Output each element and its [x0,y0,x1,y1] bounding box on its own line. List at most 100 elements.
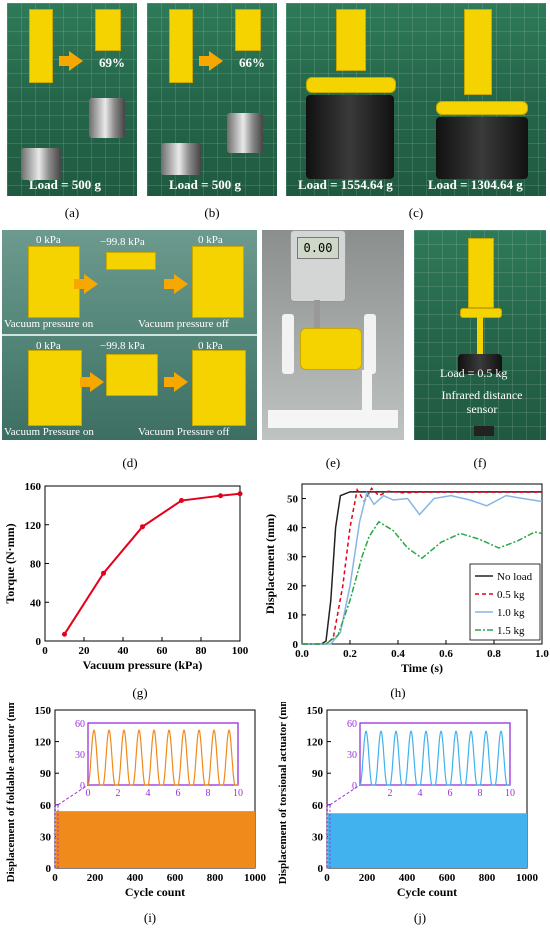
pressure-label: −99.8 kPa [100,340,145,352]
y-tick-label: 120 [35,737,52,749]
x-tick-label: 0 [52,872,58,884]
y-tick-label: 30 [312,831,324,843]
plot-frame [301,483,543,645]
sensor-label: Infrared distance sensor [441,388,523,416]
y-tick-label: 10 [287,610,299,622]
inset-signal [359,730,510,786]
actuator [336,9,366,71]
label-a: (a) [64,205,80,220]
inset-x-tick-label: 2 [116,788,121,799]
pressure-label: −99.8 kPa [100,236,145,248]
weight-stack [306,95,394,179]
inset-x-tick-label: 8 [478,788,483,799]
load-label: Load = 1554.64 g [298,177,393,192]
x-tick-label: 800 [479,872,496,884]
series-line [302,520,543,645]
zoom-marker [54,804,59,869]
legend-label: 1.5 kg [497,625,525,637]
x-tick-label: 0.0 [295,648,309,660]
x-axis-label: Time (s) [401,661,443,675]
pressure-label: 0 kPa [36,340,61,352]
inset-frame [87,722,239,786]
y-tick-label: 30 [40,831,52,843]
photo-a: 69% Load = 500 g [7,3,137,196]
label-h: (h) [390,685,406,700]
y-tick-label: 0 [46,863,52,875]
y-axis-label: Displacement of foldable actuator (mm) [5,702,17,882]
weight [458,354,502,374]
x-tick-label: 800 [207,872,224,884]
label-e: (e) [325,455,341,470]
x-tick-label: 200 [359,872,376,884]
x-tick-label: 1.0 [535,648,549,660]
torque-point [237,491,243,497]
inset-x-tick-label: 8 [206,788,211,799]
photo-b: 66% Load = 500 g [147,3,277,196]
y-tick-label: 60 [40,800,52,812]
inset-x-tick-label: 6 [176,788,181,799]
y-tick-label: 50 [287,494,299,506]
series-line [302,491,542,645]
actuator [28,350,82,426]
arrow-icon [164,372,188,392]
state-label: Vacuum Pressure on [4,426,94,438]
cycle-band [328,813,527,868]
load-label: Load = 1304.64 g [428,177,523,192]
y-tick-label: 0 [36,636,42,648]
x-axis-label: Vacuum pressure (kPa) [83,658,203,672]
arrow-icon [80,372,104,392]
actuator [235,9,261,51]
chart-h: 0.0 0.2 0.4 0.6 0.8 1.0 0 10 20 30 40 50 Time (s) Dis… [263,483,549,675]
force-gauge: 0.00 [290,230,346,302]
photo-c: Load = 1554.64 g Load = 1304.64 g [286,3,546,196]
inset-y-tick-label: 30 [75,750,85,761]
actuator [464,9,492,95]
x-tick-label: 0.6 [439,648,453,660]
actuator [192,350,246,426]
y-tick-label: 20 [287,581,299,593]
photo-d: 0 kPa −99.8 kPa 0 kPa Vacuum pressure on… [2,230,257,440]
inset-x-tick-label: 2 [388,788,393,799]
arrow-icon [59,51,83,71]
y-tick-label: 120 [307,737,324,749]
sensor [474,426,494,436]
plate [306,77,396,93]
torque-point [218,493,223,499]
legend-label: No load [497,571,533,583]
y-tick-label: 120 [25,520,42,532]
pressure-label: 0 kPa [36,234,61,246]
stand [268,410,398,428]
y-tick-label: 150 [307,705,324,717]
label-i: (i) [143,910,157,925]
pressure-label: 0 kPa [198,340,223,352]
torque-point [101,570,106,576]
arrow-icon [164,274,188,294]
gauge-display: 0.00 [297,237,339,259]
label-f: (f) [473,455,487,470]
actuator [95,9,121,51]
arrow-icon [74,274,98,294]
x-tick-label: 0 [324,872,330,884]
weight [161,143,201,175]
x-tick-label: 400 [399,872,416,884]
chart-g: 0 20 40 60 80 100 0 40 80 120 160 Vacuum pressure (… [3,481,249,672]
plate [436,101,528,115]
y-tick-label: 60 [312,800,324,812]
photo-f: Load = 0.5 kg Infrared distance sensor [414,230,546,440]
torque-point [179,498,184,504]
y-tick-label: 90 [312,768,324,780]
x-tick-label: 600 [439,872,456,884]
y-tick-label: 80 [30,559,42,571]
x-axis-label: Cycle count [397,885,457,899]
x-tick-label: 1000 [516,872,539,884]
actuator [29,9,53,83]
photo-e: 0.00 [262,230,404,440]
stand [362,370,372,412]
x-tick-label: 400 [127,872,144,884]
label-b: (b) [204,205,220,220]
inset-x-tick-label: 4 [418,788,423,799]
inset-signal [87,729,238,786]
actuator [468,238,494,308]
pressure-label: 0 kPa [198,234,223,246]
